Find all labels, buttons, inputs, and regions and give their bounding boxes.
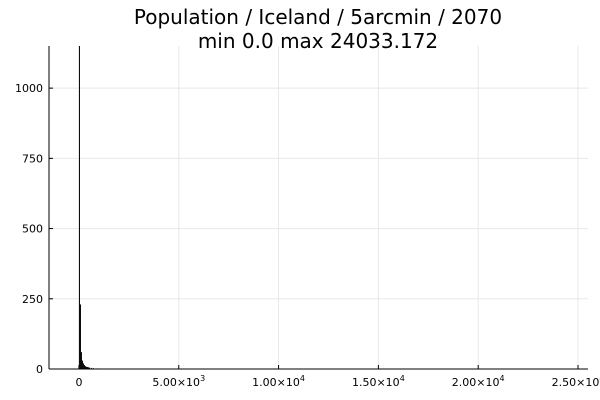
histogram-bar xyxy=(86,367,88,369)
y-tick-label: 0 xyxy=(36,363,43,376)
x-axis-ticks: 0 5.00×103 1.00×104 1.50×104 2.00×104 2.50×10… xyxy=(75,365,600,389)
histogram-bar xyxy=(81,360,83,369)
x-tick-label: 1.50×104 xyxy=(352,374,405,389)
histogram-bar xyxy=(80,352,82,369)
histogram-bar xyxy=(79,304,81,369)
x-tick-label: 2.00×104 xyxy=(452,374,505,389)
histogram-bar xyxy=(88,367,90,369)
histogram-bar xyxy=(87,367,89,369)
axes xyxy=(48,46,588,370)
x-tick-label: 2.50×104 xyxy=(552,374,600,389)
histogram-bar xyxy=(85,366,87,369)
histogram-bar xyxy=(78,46,80,369)
y-axis-ticks: 0 250 500 750 1000 xyxy=(15,82,53,376)
histogram-bar xyxy=(90,367,92,369)
x-tick-label: 5.00×103 xyxy=(152,374,205,389)
grid-lines xyxy=(49,46,588,370)
x-tick-label: 0 xyxy=(75,376,82,389)
chart-title: Population / Iceland / 5arcmin / 2070 xyxy=(134,5,502,29)
y-tick-label: 750 xyxy=(22,152,43,165)
chart-subtitle: min 0.0 max 24033.172 xyxy=(198,29,438,53)
histogram-bar xyxy=(83,365,85,369)
y-tick-label: 250 xyxy=(22,293,43,306)
x-tick-label: 1.00×104 xyxy=(252,374,305,389)
histogram-bar xyxy=(82,363,84,369)
y-tick-label: 1000 xyxy=(15,82,43,95)
histogram-bars xyxy=(78,46,560,370)
y-tick-label: 500 xyxy=(22,223,43,236)
histogram-bar xyxy=(84,366,86,369)
